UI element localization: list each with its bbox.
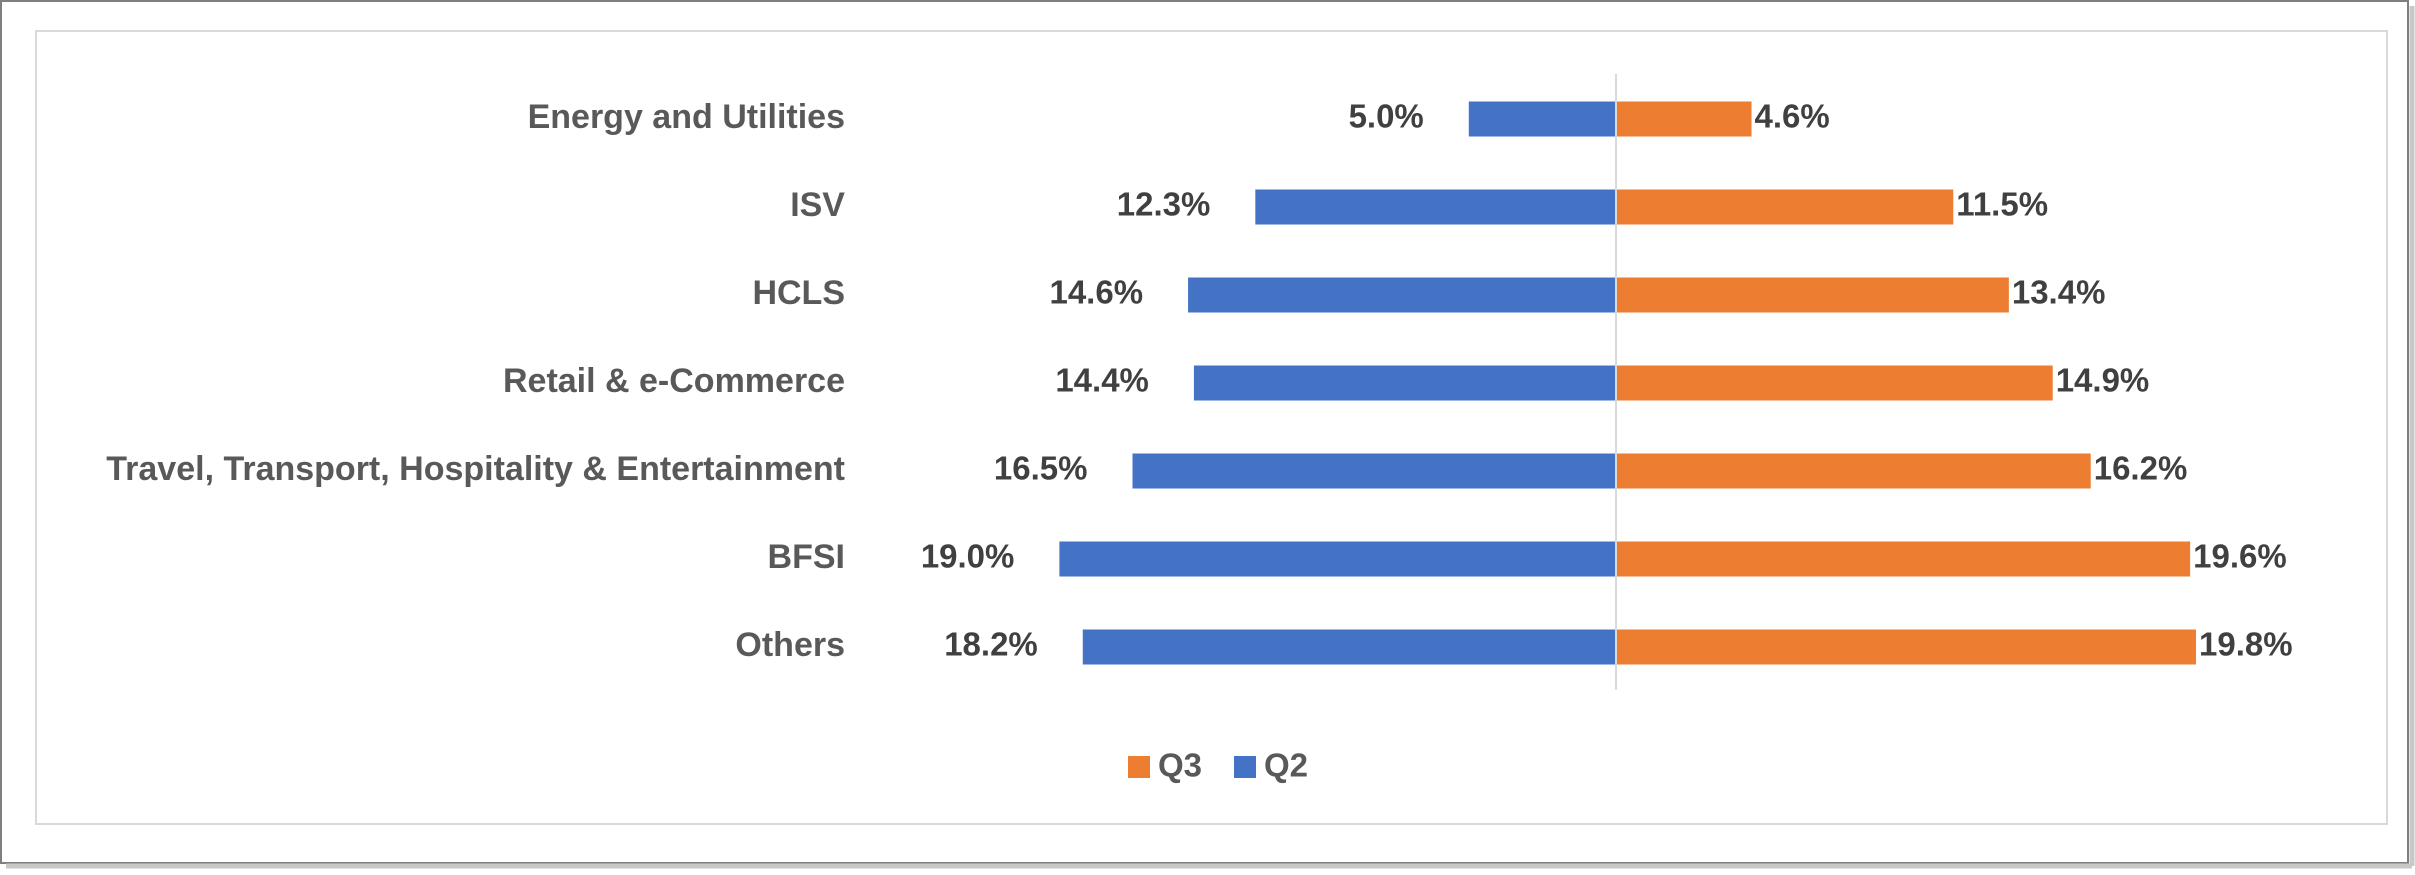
category-label: Retail & e-Commerce: [503, 362, 845, 400]
legend-label: Q2: [1264, 747, 1308, 784]
value-label: 5.0%: [1349, 98, 1424, 135]
value-label: 16.2%: [2094, 450, 2188, 487]
plot-frame: [35, 30, 2388, 825]
bar: [1255, 189, 1615, 225]
value-label: 19.0%: [921, 538, 1015, 575]
value-label: 14.4%: [1055, 362, 1149, 399]
value-label: 14.6%: [1049, 274, 1143, 311]
bar: [1617, 629, 2196, 665]
value-label: 12.3%: [1117, 186, 1211, 223]
bar: [1617, 277, 2009, 313]
category-label: Energy and Utilities: [528, 98, 845, 136]
value-label: 19.6%: [2193, 538, 2287, 575]
value-label: 19.8%: [2199, 626, 2293, 663]
category-label: Others: [735, 626, 845, 664]
value-label: 11.5%: [1956, 186, 2048, 223]
bar: [1617, 365, 2053, 401]
legend-swatch: [1234, 756, 1256, 778]
value-label: 4.6%: [1755, 98, 1830, 135]
bar: [1617, 453, 2091, 489]
bar: [1188, 277, 1615, 313]
bar: [1617, 189, 1954, 225]
bar: [1059, 541, 1615, 577]
category-label: BFSI: [768, 538, 845, 576]
bar: [1193, 365, 1615, 401]
category-label: ISV: [790, 186, 845, 224]
value-label: 16.5%: [994, 450, 1088, 487]
bar: [1468, 101, 1615, 137]
bar: [1617, 101, 1752, 137]
legend-swatch: [1128, 756, 1150, 778]
bar: [1617, 541, 2191, 577]
bar: [1132, 453, 1615, 489]
category-label: HCLS: [752, 274, 845, 312]
bar: [1082, 629, 1615, 665]
value-label: 13.4%: [2012, 274, 2106, 311]
value-label: 14.9%: [2056, 362, 2150, 399]
legend-label: Q3: [1158, 747, 1202, 784]
category-label: Travel, Transport, Hospitality & Enterta…: [106, 450, 845, 488]
value-label: 18.2%: [944, 626, 1038, 663]
